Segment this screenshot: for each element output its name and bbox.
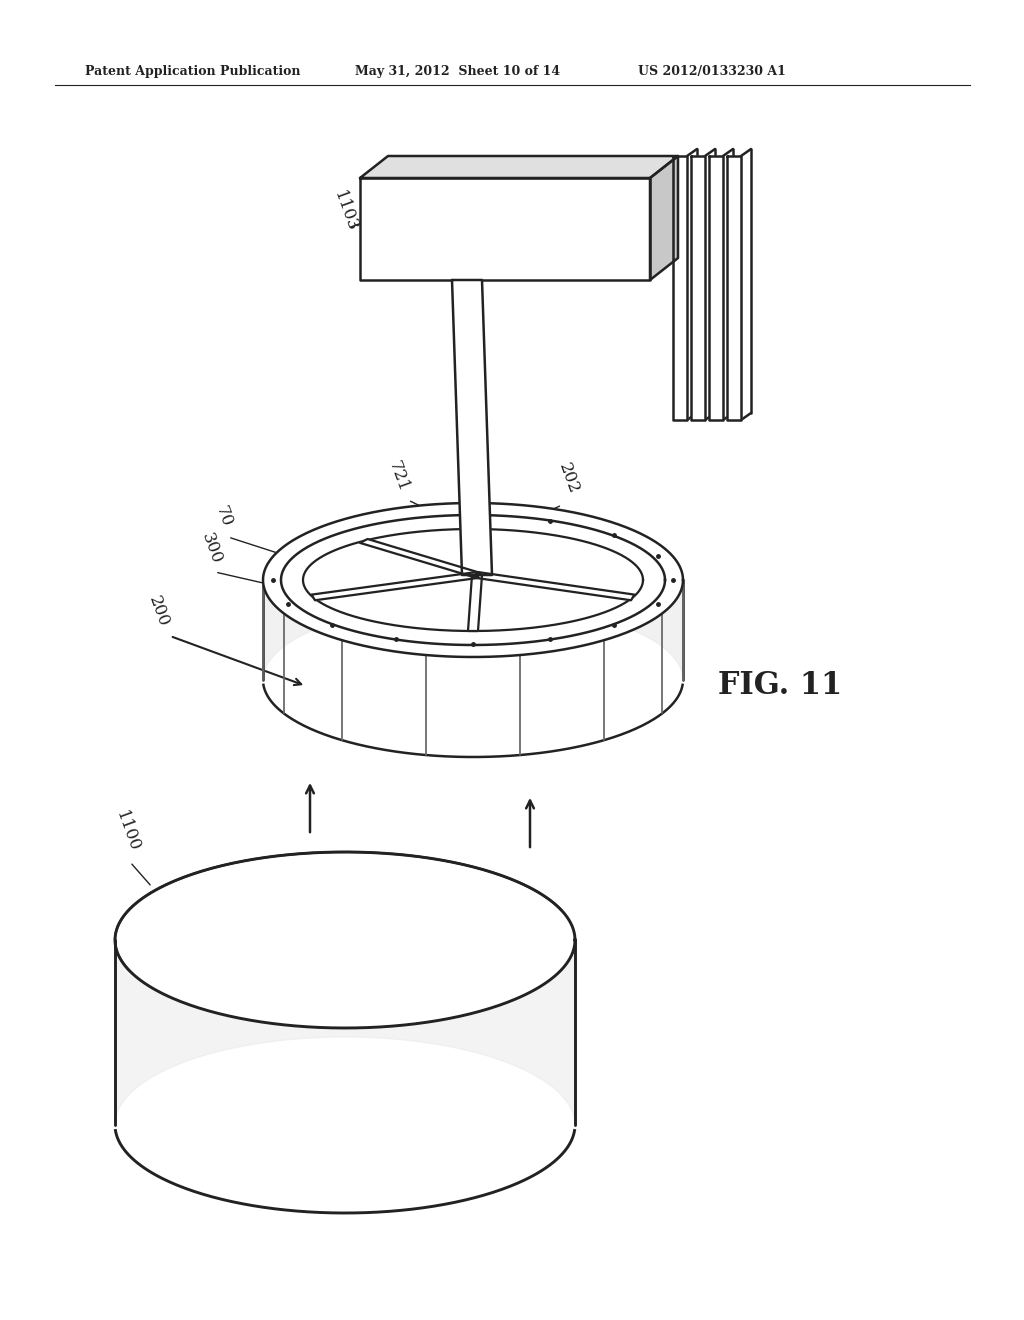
Text: 70: 70 [212, 503, 236, 529]
Polygon shape [359, 539, 481, 577]
Polygon shape [311, 572, 478, 601]
Polygon shape [691, 156, 705, 420]
Text: 1100: 1100 [112, 808, 142, 854]
Polygon shape [468, 576, 482, 631]
Polygon shape [727, 156, 741, 420]
Polygon shape [360, 156, 678, 178]
Polygon shape [709, 156, 723, 420]
Polygon shape [115, 851, 575, 1028]
Polygon shape [263, 503, 683, 657]
Text: 70: 70 [617, 546, 638, 564]
Polygon shape [115, 851, 575, 1125]
Text: 300: 300 [198, 531, 225, 566]
Text: FIG. 11: FIG. 11 [718, 669, 842, 701]
Polygon shape [650, 156, 678, 280]
Polygon shape [475, 572, 635, 601]
Text: 1103: 1103 [330, 189, 360, 234]
Text: Patent Application Publication: Patent Application Publication [85, 66, 300, 78]
Polygon shape [673, 156, 687, 420]
Text: 721: 721 [385, 458, 412, 494]
Text: 202: 202 [555, 461, 582, 496]
Text: 300: 300 [590, 612, 622, 630]
Polygon shape [452, 280, 492, 576]
Text: 200: 200 [145, 593, 172, 630]
Text: US 2012/0133230 A1: US 2012/0133230 A1 [638, 66, 785, 78]
Polygon shape [263, 503, 683, 680]
Text: May 31, 2012  Sheet 10 of 14: May 31, 2012 Sheet 10 of 14 [355, 66, 560, 78]
Polygon shape [360, 178, 650, 280]
